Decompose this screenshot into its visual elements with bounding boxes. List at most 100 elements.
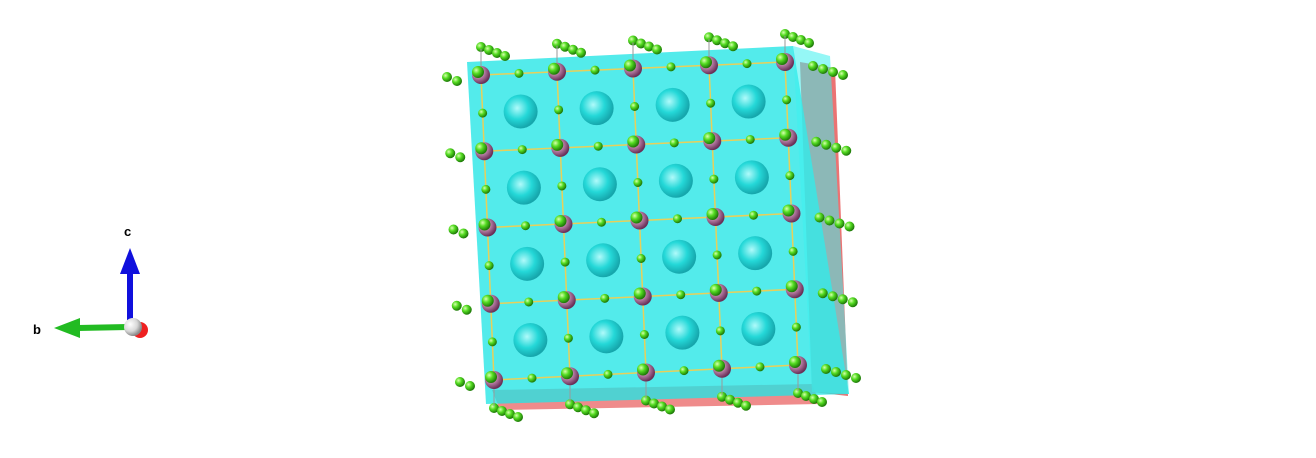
chlorine-atom	[636, 38, 646, 49]
chlorine-atom	[712, 35, 722, 46]
chlorine-atom	[589, 408, 599, 419]
chlorine-atom	[837, 294, 848, 305]
crystal-lattice	[442, 29, 861, 422]
chlorine-atom	[817, 288, 828, 299]
chlorine-atom	[755, 362, 765, 372]
chlorine-atom	[557, 291, 570, 304]
chlorine-atom	[709, 283, 722, 296]
central-atom	[738, 236, 773, 271]
chlorine-atom	[779, 128, 792, 141]
chlorine-atom	[600, 293, 610, 303]
chlorine-atom	[709, 174, 719, 184]
chlorine-atom	[630, 102, 640, 111]
chlorine-atom	[828, 67, 838, 77]
chlorine-atom	[788, 32, 798, 42]
chlorine-atom	[581, 405, 591, 416]
chlorine-atom	[789, 356, 801, 368]
chlorine-atom	[788, 246, 798, 256]
chlorine-atom	[521, 221, 530, 231]
chlorine-atom	[818, 64, 828, 74]
chlorine-atom	[824, 215, 835, 226]
chlorine-atom	[834, 218, 845, 229]
chlorine-atom	[652, 44, 662, 55]
chlorine-atom	[673, 214, 682, 224]
central-atom	[734, 160, 769, 195]
chlorine-atom	[745, 134, 755, 144]
chlorine-atom	[633, 287, 646, 300]
b-axis-arrowhead	[54, 318, 80, 338]
chlorine-atom	[725, 394, 735, 405]
chlorine-atom	[715, 326, 725, 336]
central-atom	[506, 170, 541, 205]
chlorine-atom	[679, 366, 689, 376]
central-atom	[586, 243, 621, 278]
chlorine-atom	[478, 218, 491, 231]
chlorine-atom	[481, 184, 491, 194]
central-atom	[662, 239, 697, 274]
central-atom	[731, 84, 766, 119]
chlorine-atom	[505, 409, 515, 419]
c-axis-label: c	[124, 224, 132, 239]
chlorine-atom	[851, 373, 861, 383]
chlorine-atom	[641, 395, 651, 406]
c-axis-arrowhead	[120, 248, 140, 274]
b-axis-shaft	[77, 324, 129, 331]
chlorine-atom	[657, 401, 667, 412]
chlorine-atom	[451, 300, 462, 311]
chlorine-atom	[814, 212, 825, 223]
chlorine-atom	[752, 286, 762, 296]
axis-origin-sphere	[124, 318, 142, 336]
chlorine-atom	[597, 217, 606, 227]
chlorine-atom	[636, 254, 646, 263]
chlorine-atom	[484, 261, 494, 271]
chlorine-atom	[627, 135, 640, 148]
chlorine-atom	[448, 224, 459, 235]
chlorine-atom	[665, 404, 675, 415]
chlorine-atom	[514, 68, 524, 78]
axis-indicator	[54, 248, 148, 338]
chlorine-atom	[831, 142, 842, 153]
chlorine-atom	[465, 381, 475, 391]
chlorine-atom	[713, 359, 725, 372]
chlorine-atom	[633, 178, 643, 187]
central-atom	[658, 163, 693, 198]
chlorine-atom	[733, 397, 743, 408]
chlorine-atom	[476, 42, 486, 52]
chlorine-atom	[703, 132, 716, 145]
chlorine-atom	[821, 364, 831, 374]
chlorine-atom	[563, 333, 573, 343]
central-atom	[665, 315, 700, 350]
chlorine-atom	[593, 141, 603, 151]
b-axis-label: b	[33, 322, 41, 337]
chlorine-atom	[557, 181, 567, 191]
chlorine-atom	[717, 391, 727, 402]
chlorine-atom	[637, 363, 649, 376]
chlorine-atom	[720, 38, 730, 49]
chlorine-atom	[712, 250, 722, 260]
chlorine-atom	[461, 304, 472, 315]
chlorine-atom	[808, 61, 818, 71]
central-atom	[579, 91, 614, 126]
chlorine-atom	[841, 145, 852, 156]
chlorine-atom	[576, 47, 586, 58]
chlorine-atom	[700, 56, 712, 69]
chlorine-atom	[458, 228, 469, 239]
chlorine-atom	[484, 45, 494, 55]
chlorine-atom	[485, 371, 497, 383]
chlorine-atom	[706, 208, 719, 220]
chlorine-atom	[811, 136, 822, 147]
chlorine-atom	[801, 391, 811, 401]
chlorine-atom	[478, 108, 488, 118]
chlorine-atom	[624, 59, 636, 72]
chlorine-atom	[796, 35, 806, 45]
central-atom	[655, 87, 690, 122]
central-atom	[741, 311, 776, 346]
chlorine-atom	[776, 53, 788, 65]
chlorine-atom	[742, 59, 752, 69]
chlorine-atom	[513, 412, 523, 422]
chlorine-atom	[524, 297, 534, 307]
chlorine-atom	[455, 152, 466, 163]
central-atom	[589, 319, 624, 354]
central-atom	[503, 94, 538, 129]
